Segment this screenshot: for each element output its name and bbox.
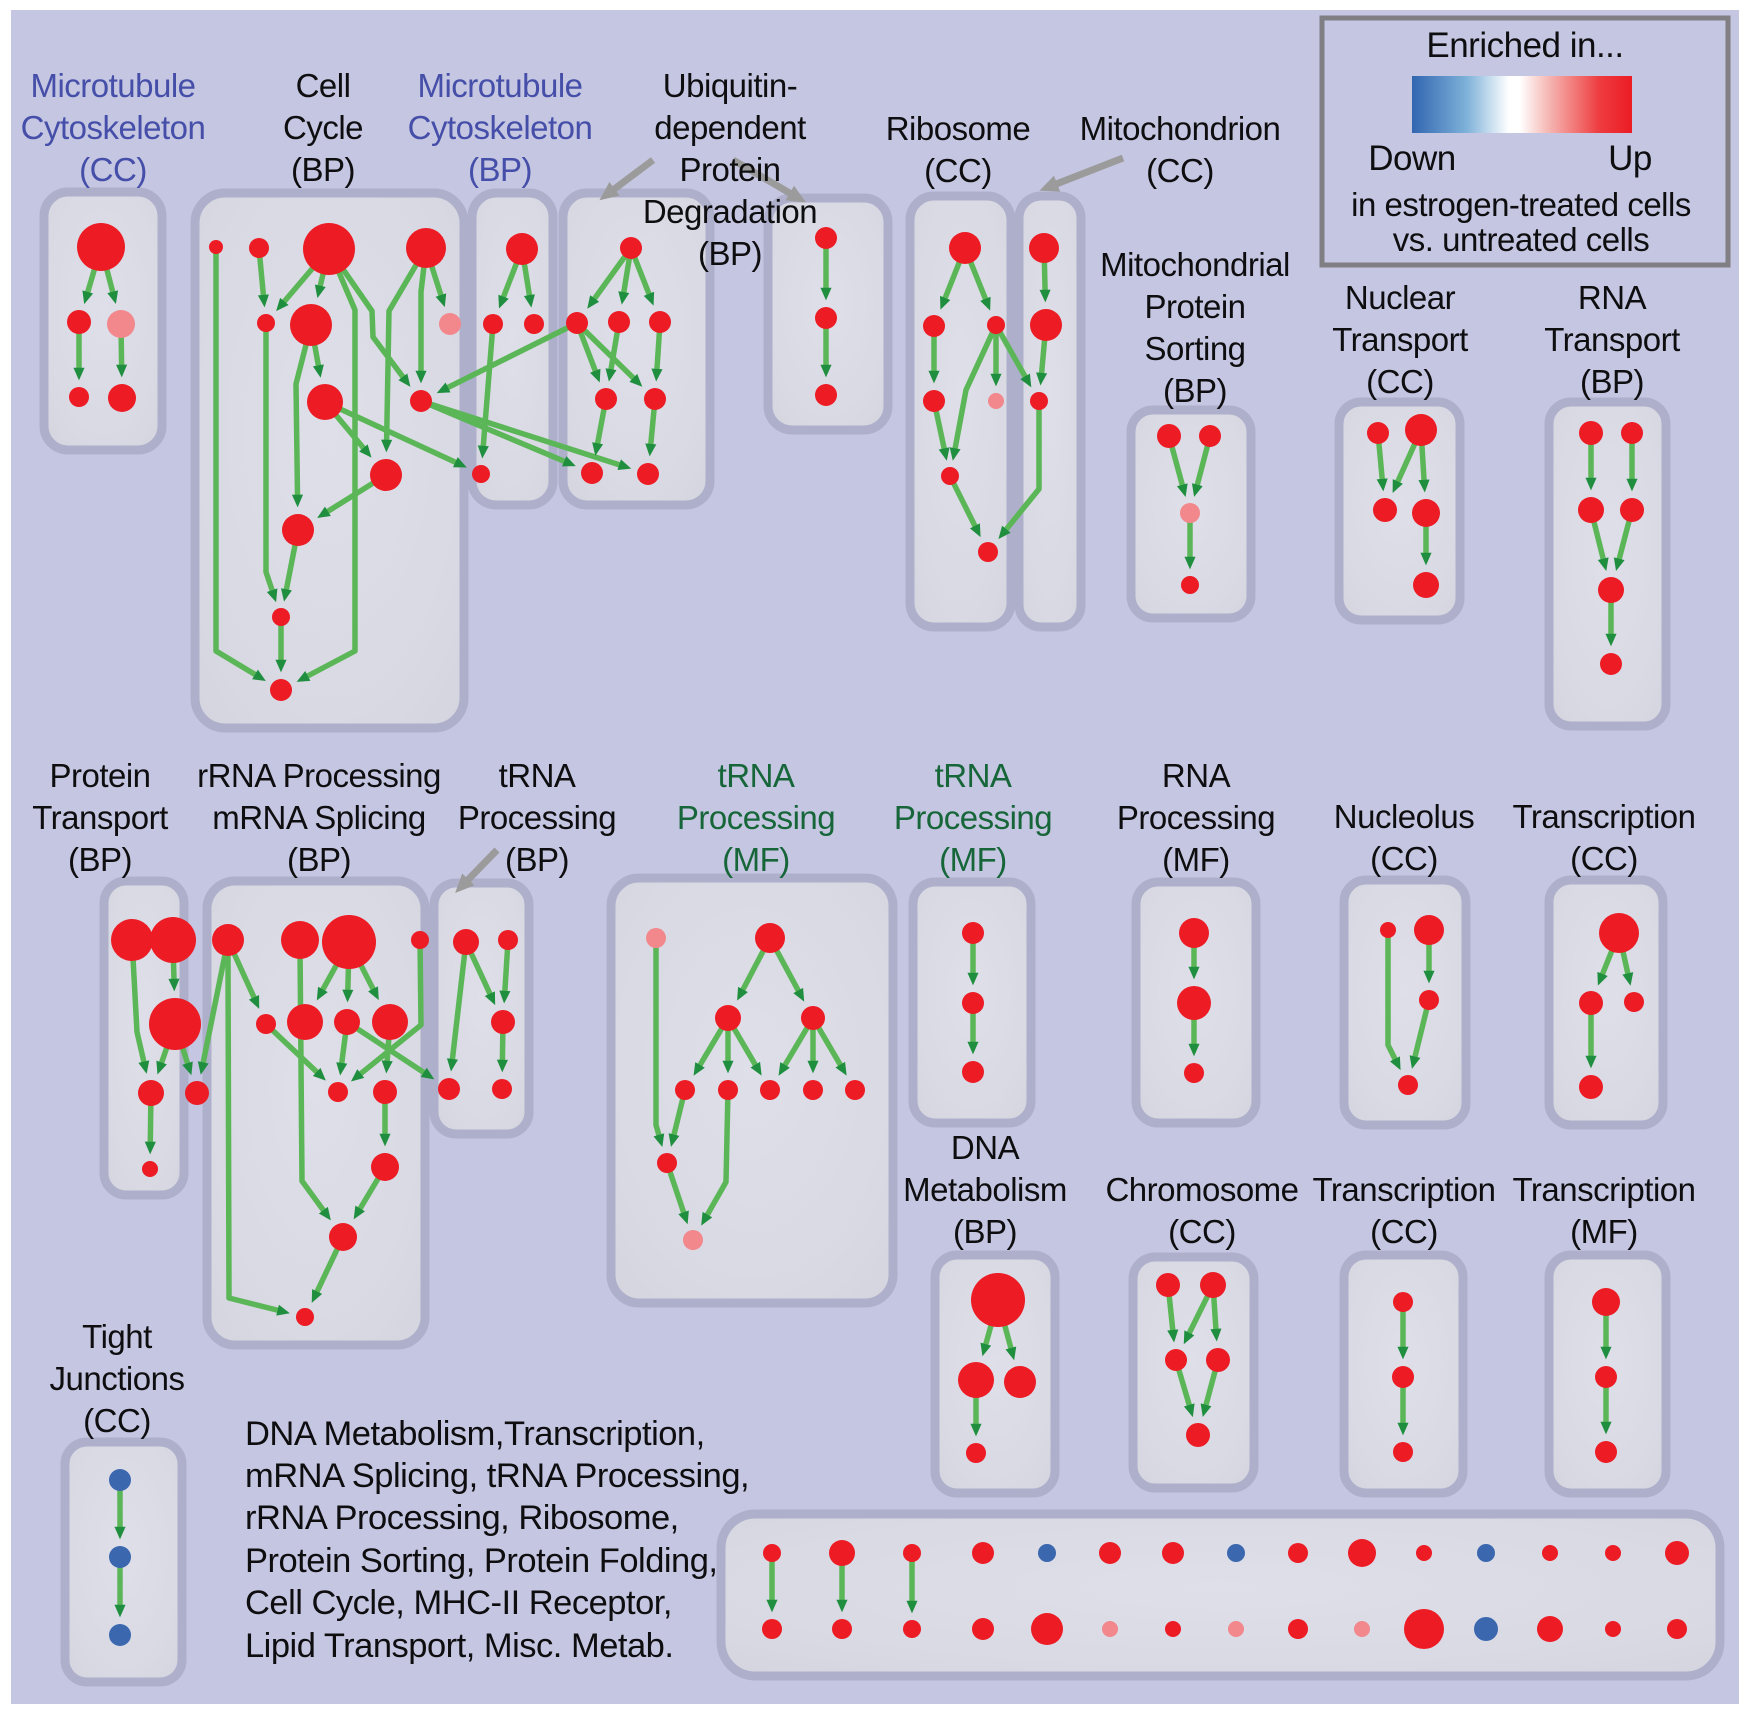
svg-text:(BP): (BP) xyxy=(953,1213,1017,1250)
svg-text:vs. untreated cells: vs. untreated cells xyxy=(1393,221,1649,258)
svg-text:Nucleolus: Nucleolus xyxy=(1334,798,1474,835)
svg-text:Transcription: Transcription xyxy=(1512,1171,1695,1208)
svg-text:Processing: Processing xyxy=(894,799,1052,836)
svg-text:Mitochondrial: Mitochondrial xyxy=(1100,246,1290,283)
svg-text:Cycle: Cycle xyxy=(283,109,363,146)
svg-text:tRNA: tRNA xyxy=(499,757,576,794)
svg-text:Degradation: Degradation xyxy=(643,193,817,230)
svg-text:(CC): (CC) xyxy=(924,152,992,189)
svg-text:mRNA Splicing, tRNA Processing: mRNA Splicing, tRNA Processing, xyxy=(245,1457,749,1495)
svg-text:Lipid Transport, Misc. Metab.: Lipid Transport, Misc. Metab. xyxy=(245,1627,673,1665)
svg-text:(BP): (BP) xyxy=(68,841,132,878)
svg-text:Ribosome: Ribosome xyxy=(886,110,1031,147)
svg-text:(BP): (BP) xyxy=(698,235,762,272)
svg-text:dependent: dependent xyxy=(654,109,806,146)
svg-text:(MF): (MF) xyxy=(722,841,790,878)
svg-text:(BP): (BP) xyxy=(1580,363,1644,400)
svg-text:(CC): (CC) xyxy=(1570,840,1638,877)
svg-text:Processing: Processing xyxy=(1117,799,1275,836)
svg-text:Processing: Processing xyxy=(458,799,616,836)
svg-text:Transport: Transport xyxy=(1544,321,1680,358)
svg-text:Metabolism: Metabolism xyxy=(903,1171,1067,1208)
svg-text:(BP): (BP) xyxy=(287,841,351,878)
svg-text:(CC): (CC) xyxy=(83,1402,151,1439)
svg-text:Protein Sorting, Protein Foldi: Protein Sorting, Protein Folding, xyxy=(245,1542,718,1580)
svg-text:Mitochondrion: Mitochondrion xyxy=(1080,110,1281,147)
svg-text:(CC): (CC) xyxy=(1370,1213,1438,1250)
svg-text:(CC): (CC) xyxy=(1370,840,1438,877)
svg-text:tRNA: tRNA xyxy=(935,757,1012,794)
svg-text:Tight: Tight xyxy=(82,1318,152,1355)
svg-text:rRNA Processing, Ribosome,: rRNA Processing, Ribosome, xyxy=(245,1499,679,1537)
svg-text:Up: Up xyxy=(1608,139,1652,178)
svg-text:Protein: Protein xyxy=(49,757,150,794)
svg-text:Transport: Transport xyxy=(32,799,168,836)
svg-text:rRNA Processing: rRNA Processing xyxy=(197,757,441,794)
svg-text:(BP): (BP) xyxy=(505,841,569,878)
svg-text:(CC): (CC) xyxy=(1366,363,1434,400)
svg-text:(CC): (CC) xyxy=(1146,152,1214,189)
svg-text:Down: Down xyxy=(1368,139,1455,178)
svg-text:Ubiquitin-: Ubiquitin- xyxy=(663,67,797,104)
svg-text:Cytoskeleton: Cytoskeleton xyxy=(408,109,593,146)
svg-text:tRNA: tRNA xyxy=(718,757,795,794)
svg-text:(BP): (BP) xyxy=(468,151,532,188)
svg-text:Nuclear: Nuclear xyxy=(1345,279,1456,316)
svg-text:(BP): (BP) xyxy=(1163,372,1227,409)
svg-text:Cell Cycle, MHC-II Receptor,: Cell Cycle, MHC-II Receptor, xyxy=(245,1584,672,1622)
svg-text:Processing: Processing xyxy=(677,799,835,836)
svg-text:Sorting: Sorting xyxy=(1144,330,1245,367)
svg-text:RNA: RNA xyxy=(1162,757,1231,794)
svg-text:(BP): (BP) xyxy=(291,151,355,188)
svg-text:(CC): (CC) xyxy=(1168,1213,1236,1250)
svg-text:Microtubule: Microtubule xyxy=(30,67,195,104)
svg-text:Cell: Cell xyxy=(296,67,351,104)
svg-text:RNA: RNA xyxy=(1578,279,1647,316)
svg-text:Transcription: Transcription xyxy=(1512,798,1695,835)
svg-text:Junctions: Junctions xyxy=(50,1360,185,1397)
svg-text:(MF): (MF) xyxy=(939,841,1007,878)
svg-text:Transcription: Transcription xyxy=(1312,1171,1495,1208)
svg-text:Protein: Protein xyxy=(1144,288,1245,325)
svg-text:Transport: Transport xyxy=(1332,321,1468,358)
svg-text:in estrogen-treated cells: in estrogen-treated cells xyxy=(1351,186,1691,223)
svg-text:Chromosome: Chromosome xyxy=(1105,1171,1298,1208)
svg-text:(MF): (MF) xyxy=(1570,1213,1638,1250)
svg-text:(CC): (CC) xyxy=(79,151,147,188)
svg-text:Enriched in...: Enriched in... xyxy=(1426,26,1623,65)
svg-text:Cytoskeleton: Cytoskeleton xyxy=(21,109,206,146)
svg-text:Microtubule: Microtubule xyxy=(417,67,582,104)
svg-text:Protein: Protein xyxy=(679,151,780,188)
svg-text:mRNA Splicing: mRNA Splicing xyxy=(212,799,426,836)
svg-text:DNA Metabolism,Transcription,: DNA Metabolism,Transcription, xyxy=(245,1415,705,1453)
svg-text:DNA: DNA xyxy=(951,1129,1020,1166)
svg-text:(MF): (MF) xyxy=(1162,841,1230,878)
